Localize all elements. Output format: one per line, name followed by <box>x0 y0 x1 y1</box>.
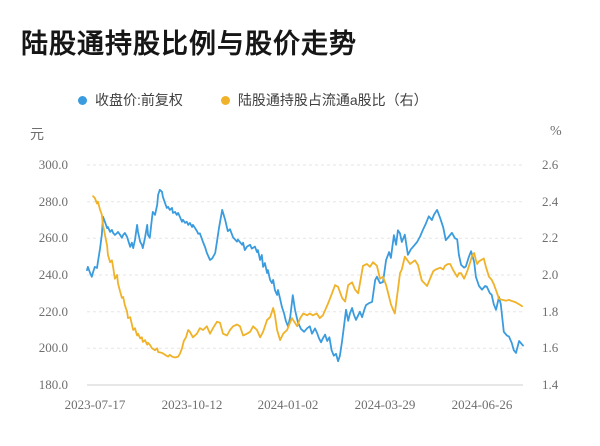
right-tick: 1.8 <box>542 304 559 319</box>
left-tick: 180.0 <box>38 377 68 392</box>
x-tick: 2024-01-02 <box>257 397 319 412</box>
left-tick: 200.0 <box>38 340 68 355</box>
right-tick: 2.0 <box>542 267 559 282</box>
blue-dot-icon <box>78 95 87 105</box>
left-tick: 260.0 <box>38 230 68 245</box>
legend-label-holding-ratio: 陆股通持股占流通a股比（右） <box>237 92 428 108</box>
x-tick: 2023-10-12 <box>161 397 223 412</box>
close-price-line <box>86 188 524 363</box>
left-tick: 280.0 <box>38 194 68 209</box>
right-tick: 1.6 <box>542 340 559 355</box>
right-tick: 2.2 <box>542 230 559 245</box>
left-tick: 300.0 <box>38 157 68 172</box>
left-tick: 240.0 <box>38 267 68 282</box>
legend-item-holding-ratio[interactable]: 陆股通持股占流通a股比（右） <box>220 90 428 110</box>
right-tick: 2.4 <box>542 194 559 209</box>
yellow-dot-icon <box>220 95 230 105</box>
left-tick: 220.0 <box>38 304 68 319</box>
right-tick: 2.6 <box>542 157 559 172</box>
holding-ratio-line <box>92 195 523 359</box>
x-tick: 2024-06-26 <box>451 397 513 412</box>
right-axis-unit: % <box>550 124 562 139</box>
legend-label-close-price: 收盘价:前复权 <box>95 92 183 108</box>
left-axis-unit: 元 <box>30 128 44 143</box>
x-tick: 2024-03-29 <box>354 397 416 412</box>
x-tick: 2023-07-17 <box>64 397 126 412</box>
legend: 收盘价:前复权 陆股通持股占流通a股比（右） <box>78 90 428 110</box>
chart-title: 陆股通持股比例与股价走势 <box>21 29 357 59</box>
legend-item-close-price[interactable]: 收盘价:前复权 <box>78 90 183 110</box>
right-tick: 1.4 <box>542 377 559 392</box>
